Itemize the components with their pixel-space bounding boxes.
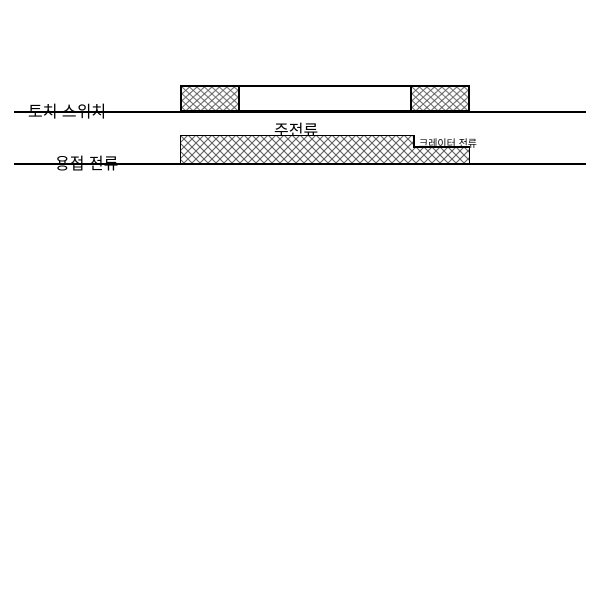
row2-label: 용접 전류: [55, 150, 118, 174]
timing-diagram: 토치 스위치 용접 전류: [0, 0, 600, 600]
row1-hatch-right: [410, 85, 470, 112]
crater-label-text: 크레이터 전류: [419, 139, 477, 150]
crater-label: 크레이터 전류: [419, 135, 477, 150]
row1-label: 토치 스위치: [28, 98, 106, 122]
row1-hatch-left: [180, 85, 240, 112]
